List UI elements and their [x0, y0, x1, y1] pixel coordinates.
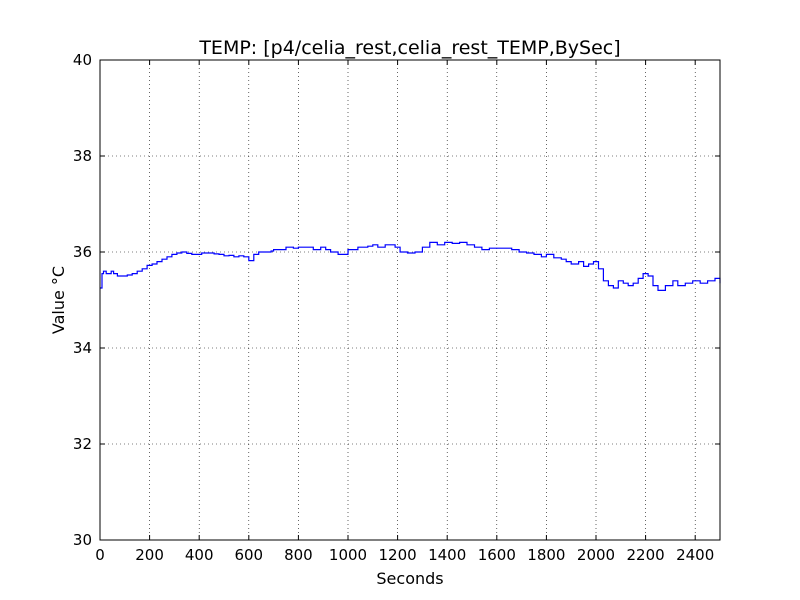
x-tick-label: 800 — [284, 546, 313, 564]
y-tick-label: 32 — [73, 435, 92, 453]
series-group — [100, 241, 721, 291]
plot-frame — [99, 59, 721, 541]
x-tick-label: 2200 — [627, 546, 665, 564]
grid-lines — [100, 60, 720, 540]
x-tick-label: 2000 — [577, 546, 615, 564]
x-tick-label: 400 — [185, 546, 214, 564]
x-tick-label: 600 — [234, 546, 263, 564]
y-tick-label: 40 — [73, 51, 92, 69]
x-tick-label: 1600 — [478, 546, 516, 564]
y-tick-label: 34 — [73, 339, 92, 357]
x-tick-label: 1000 — [329, 546, 367, 564]
chart-title: TEMP: [p4/celia_rest,celia_rest_TEMP,ByS… — [198, 37, 620, 59]
y-tick-label: 30 — [73, 531, 92, 549]
x-axis-title: Seconds — [376, 569, 443, 588]
series-line — [100, 241, 721, 291]
y-tick-label: 36 — [73, 243, 92, 261]
y-axis-title: Value °C — [49, 266, 68, 334]
axis-tick-labels: 0 200 400 600 800 1000 1200 1400 1600 1800 2000 220… — [73, 51, 714, 564]
y-tick-label: 38 — [73, 147, 92, 165]
x-tick-label: 1400 — [428, 546, 466, 564]
x-tick-label: 0 — [95, 546, 105, 564]
x-tick-label: 2400 — [676, 546, 714, 564]
axis-ticks — [99, 59, 720, 541]
x-tick-label: 1800 — [527, 546, 565, 564]
x-tick-label: 200 — [135, 546, 164, 564]
x-tick-label: 1200 — [379, 546, 417, 564]
